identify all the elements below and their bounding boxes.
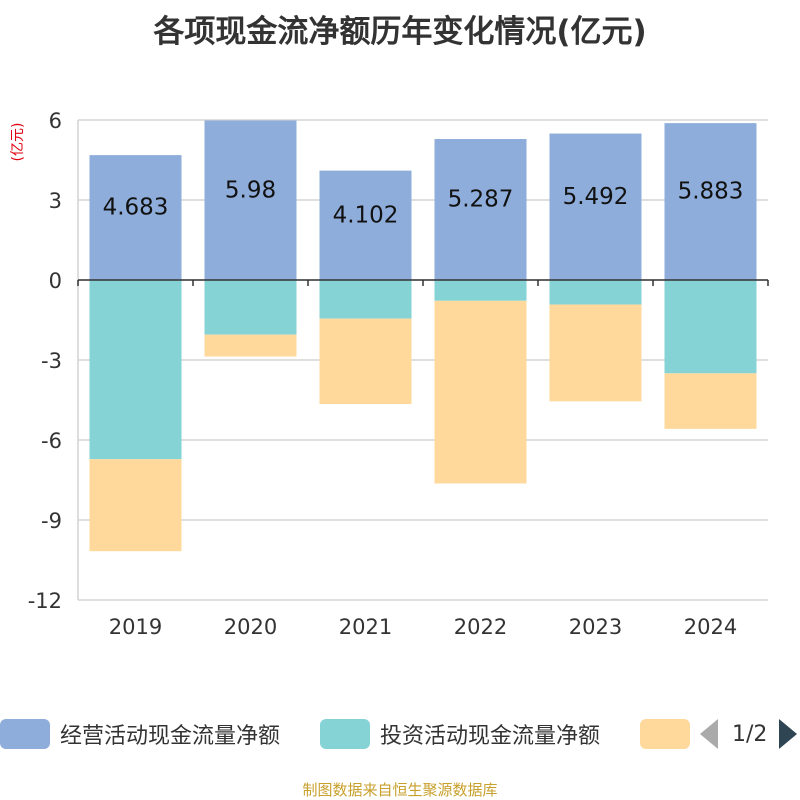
y-tick-label: -6 (41, 429, 62, 453)
y-tick-label: 3 (49, 189, 62, 213)
bar-series1-2023 (549, 133, 642, 280)
bar-series2-2020 (204, 280, 297, 335)
bar-series1-2019 (89, 155, 182, 280)
legend-pager: 1/2 (700, 718, 798, 750)
x-tick-label: 2023 (569, 615, 622, 639)
bar-series2-2024 (664, 280, 757, 374)
bar-series1-2020 (204, 120, 297, 281)
legend-swatch-investing (320, 719, 370, 749)
legend-item-operating[interactable]: 经营活动现金流量净额 (0, 716, 280, 752)
y-tick-label: -12 (28, 589, 62, 613)
bar-series2-2023 (549, 280, 642, 305)
bar-series2-2022 (434, 280, 527, 301)
legend-next-page-icon[interactable] (779, 719, 798, 749)
legend-prev-page-icon[interactable] (700, 719, 718, 749)
x-tick-label: 2024 (684, 615, 737, 639)
bar-series1-2024 (664, 123, 757, 281)
legend-item-third[interactable] (640, 716, 700, 752)
bar-series3-2020 (204, 334, 297, 357)
bar-series1-2021 (319, 170, 412, 280)
bar-series3-2022 (434, 300, 527, 484)
bar-series3-2021 (319, 318, 412, 404)
legend-swatch-operating (0, 719, 50, 749)
y-tick-label: -9 (41, 509, 62, 533)
x-tick-label: 2020 (224, 615, 277, 639)
bar-value-label: 5.492 (563, 184, 629, 210)
y-tick-label: -3 (41, 349, 62, 373)
bar-series2-2021 (319, 280, 412, 319)
legend-item-investing[interactable]: 投资活动现金流量净额 (320, 716, 600, 752)
bar-value-label: 4.102 (333, 202, 399, 228)
bar-series3-2023 (549, 304, 642, 402)
y-tick-label: 6 (49, 109, 62, 133)
x-tick-label: 2021 (339, 615, 392, 639)
chart-title: 各项现金流净额历年变化情况(亿元) (153, 14, 647, 50)
bar-series2-2019 (89, 280, 182, 460)
bar-series1-2022 (434, 139, 527, 280)
x-tick-label: 2022 (454, 615, 507, 639)
y-axis-unit-label: (亿元) (10, 122, 26, 162)
legend-swatch-third (640, 719, 690, 749)
legend: 经营活动现金流量净额 投资活动现金流量净额 (0, 716, 800, 756)
bar-series3-2019 (89, 459, 182, 552)
bar-value-label: 5.287 (448, 187, 514, 213)
bar-value-label: 4.683 (103, 195, 169, 221)
legend-label-operating: 经营活动现金流量净额 (60, 724, 281, 749)
legend-label-investing: 投资活动现金流量净额 (380, 724, 601, 749)
bar-value-label: 5.98 (225, 177, 276, 203)
bar-series3-2024 (664, 373, 757, 429)
x-tick-label: 2019 (109, 615, 162, 639)
legend-page-indicator: 1/2 (732, 721, 768, 747)
bar-value-label: 5.883 (678, 179, 744, 205)
data-source-note: 制图数据来自恒生聚源数据库 (302, 781, 498, 799)
y-tick-label: 0 (49, 269, 62, 293)
